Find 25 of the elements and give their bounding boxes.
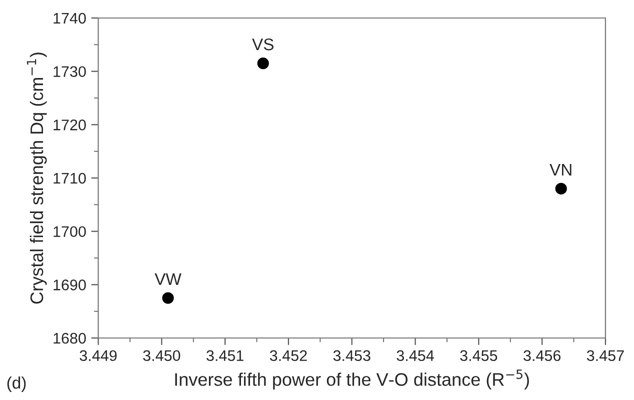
x-tick-label: 3.455 xyxy=(460,350,498,362)
text: (d) xyxy=(7,376,26,392)
x-tick-label: 3.457 xyxy=(586,350,624,362)
y-tick-label: 1730 xyxy=(54,66,86,78)
point xyxy=(555,182,567,194)
annotation: VW xyxy=(154,273,182,285)
point xyxy=(162,292,174,304)
x-tick-label: 3.451 xyxy=(206,350,244,362)
y-tick-label: 1740 xyxy=(54,12,86,24)
annotation: VS xyxy=(252,38,274,50)
y-tick-label: 1680 xyxy=(54,332,86,344)
y-tick-label: 1720 xyxy=(54,120,86,130)
annotation: VN xyxy=(550,164,572,176)
y-axis-title: Crystal field strength Dq (cm$^{−1}$) xyxy=(26,52,47,304)
x-tick-label: 3.449 xyxy=(80,350,117,362)
x-axis-title: Inverse fifth power of the V-O distance (R$^{−5}$) xyxy=(175,370,529,390)
y-tick-label: 1710 xyxy=(54,172,86,184)
y-tick-label: 1700 xyxy=(54,226,86,238)
x-tick-label: 3.453 xyxy=(333,350,370,362)
x-tick-label: 3.456 xyxy=(524,350,561,362)
y-tick-label: 1690 xyxy=(54,280,86,290)
x-tick-label: 3.452 xyxy=(270,350,307,362)
point xyxy=(257,58,269,70)
x-tick-label: 3.454 xyxy=(396,350,434,362)
x-tick-label: 3.450 xyxy=(143,350,180,362)
